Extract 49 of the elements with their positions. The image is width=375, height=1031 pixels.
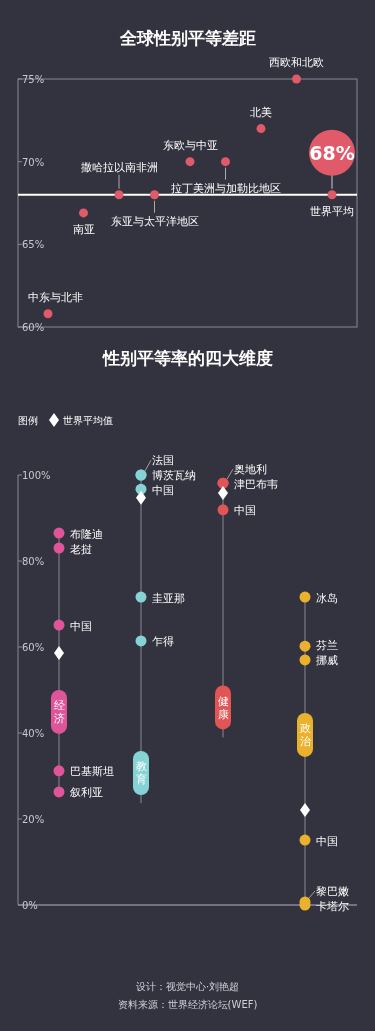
annotation: 圭亚那 [152, 591, 185, 605]
x-tick-label: 健康 [217, 694, 229, 721]
y-tick-label: 100% [22, 470, 51, 481]
annotation: 乍得 [152, 635, 174, 649]
y-tick-label: 40% [22, 728, 45, 739]
text: 设计：视觉中心·刘艳超 [135, 981, 240, 992]
legend-label: 世界平均值 [63, 415, 113, 426]
annotation: 中国 [152, 483, 174, 497]
x-tick-label: 拉丁美洲与加勒比地区 [170, 181, 281, 194]
annotation: 法国 [152, 453, 174, 467]
annotation: 冰岛 [316, 591, 338, 605]
chart-title: 性别平等率的四大维度 [101, 348, 273, 368]
annotation: 黎巴嫩 [316, 884, 349, 898]
y-tick-label: 75% [22, 74, 45, 85]
y-tick-label: 70% [22, 156, 45, 168]
y-tick-label: 80% [22, 556, 45, 567]
annotation: 挪威 [316, 654, 338, 668]
x-tick-label: 中东与北非 [28, 290, 83, 303]
y-tick-label: 20% [22, 814, 45, 825]
annotation: 老挝 [70, 542, 92, 556]
x-tick-label: 撒哈拉以南非洲 [80, 160, 158, 173]
x-tick-label: 西欧和北欧 [269, 56, 324, 68]
annotation: 68% [309, 141, 355, 164]
annotation: 芬兰 [316, 639, 338, 653]
x-tick-label: 世界平均 [310, 204, 354, 217]
x-tick-label: 北美 [250, 105, 272, 118]
annotation: 奥地利 [234, 462, 267, 476]
annotation: 津巴布韦 [234, 477, 278, 491]
y-tick-label: 0% [22, 900, 38, 911]
x-tick-label: 经济 [53, 699, 65, 726]
y-tick-label: 60% [22, 642, 45, 653]
annotation: 中国 [70, 619, 92, 633]
annotation: 卡塔尔 [316, 899, 349, 913]
y-tick-label: 65% [22, 239, 45, 251]
annotation: 中国 [316, 834, 338, 848]
x-tick-label: 东亚与太平洋地区 [110, 214, 199, 227]
x-tick-label: 政治 [299, 722, 311, 749]
legend-title: 图例 [18, 415, 38, 426]
chart-title: 全球性别平等差距 [118, 28, 256, 48]
x-tick-label: 南亚 [72, 222, 95, 235]
annotation: 叙利亚 [70, 786, 103, 800]
text: 资料来源：世界经济论坛(WEF) [117, 999, 258, 1010]
annotation: 巴基斯坦 [70, 765, 114, 779]
x-tick-label: 教育 [135, 760, 147, 787]
annotation: 博茨瓦纳 [152, 468, 196, 482]
y-tick-label: 60% [22, 322, 45, 333]
annotation: 中国 [234, 504, 256, 518]
annotation: 布隆迪 [70, 527, 103, 541]
x-tick-label: 东欧与中亚 [162, 138, 218, 151]
